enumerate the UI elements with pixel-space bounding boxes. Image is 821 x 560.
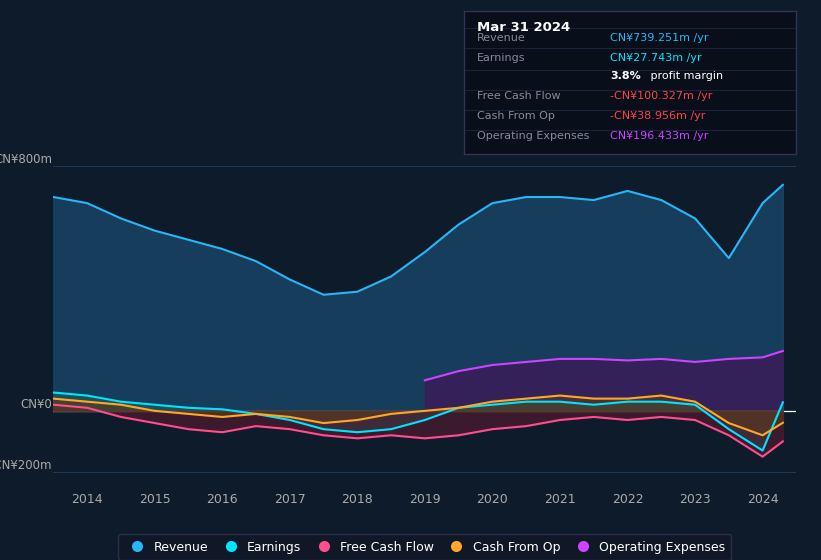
Text: CN¥0: CN¥0 xyxy=(21,398,52,411)
Text: 3.8%: 3.8% xyxy=(610,71,641,81)
Text: Operating Expenses: Operating Expenses xyxy=(477,131,589,141)
Text: Mar 31 2024: Mar 31 2024 xyxy=(477,21,571,34)
Text: CN¥27.743m /yr: CN¥27.743m /yr xyxy=(610,53,702,63)
Text: CN¥800m: CN¥800m xyxy=(0,153,52,166)
Text: profit margin: profit margin xyxy=(647,71,722,81)
Text: -CN¥100.327m /yr: -CN¥100.327m /yr xyxy=(610,91,713,101)
Text: -CN¥38.956m /yr: -CN¥38.956m /yr xyxy=(610,111,705,121)
Text: CN¥739.251m /yr: CN¥739.251m /yr xyxy=(610,32,709,43)
Text: Free Cash Flow: Free Cash Flow xyxy=(477,91,561,101)
Text: Earnings: Earnings xyxy=(477,53,525,63)
Text: Cash From Op: Cash From Op xyxy=(477,111,555,121)
Text: -CN¥200m: -CN¥200m xyxy=(0,459,52,472)
Text: CN¥196.433m /yr: CN¥196.433m /yr xyxy=(610,131,709,141)
Legend: Revenue, Earnings, Free Cash Flow, Cash From Op, Operating Expenses: Revenue, Earnings, Free Cash Flow, Cash … xyxy=(118,534,732,560)
Text: Revenue: Revenue xyxy=(477,32,526,43)
